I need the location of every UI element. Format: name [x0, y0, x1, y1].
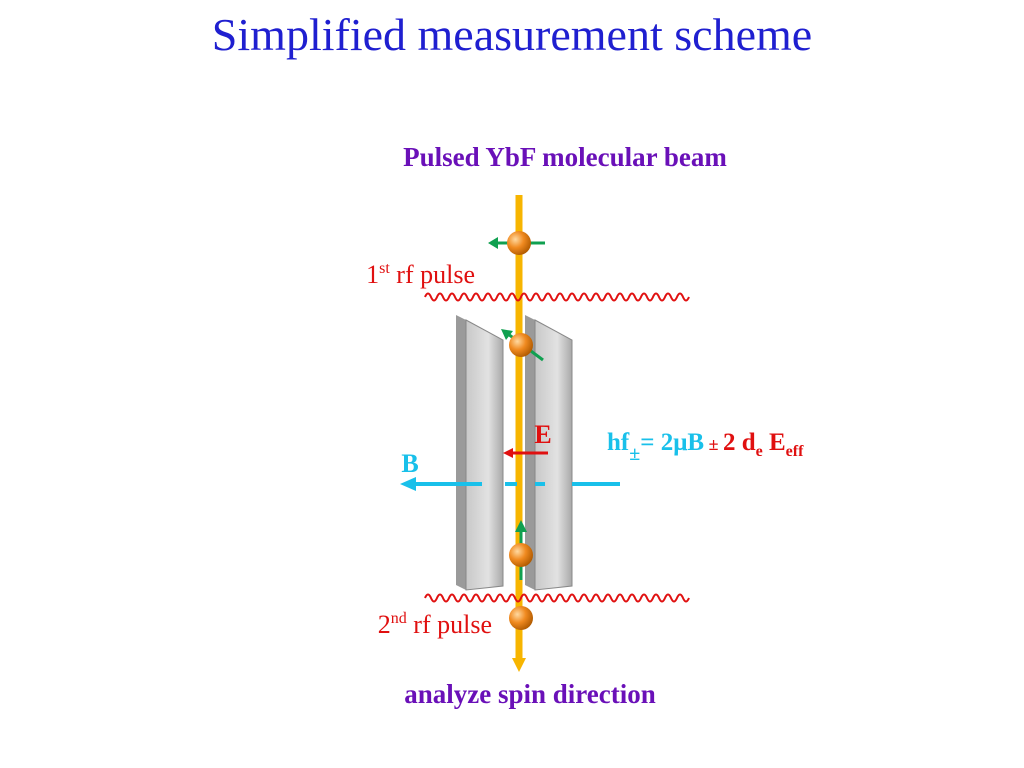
label-part: 2: [378, 610, 391, 639]
formula-part: ±: [704, 434, 723, 454]
formula-part: hf: [607, 429, 630, 456]
first-pulse-label: 1st rf pulse: [366, 260, 475, 289]
subscript: eff: [786, 443, 804, 460]
e-label: E: [534, 420, 551, 449]
superscript: nd: [391, 610, 407, 627]
e-arrowhead: [503, 448, 513, 458]
label-part: 1: [366, 260, 379, 289]
superscript: st: [379, 260, 390, 277]
label-part: rf pulse: [390, 260, 475, 289]
plate-edge: [456, 315, 466, 590]
analyze-label: analyze spin direction: [404, 679, 656, 709]
left-plate: [465, 319, 504, 591]
rf-wave: [424, 292, 690, 302]
molecules: [507, 231, 533, 630]
right-plate: [534, 319, 573, 591]
formula-part: = 2μB: [640, 429, 704, 456]
subscript: ±: [629, 443, 640, 465]
rf-wave: [424, 593, 690, 603]
beam-arrowhead: [512, 658, 526, 672]
second-pulse-label: 2nd rf pulse: [378, 610, 492, 639]
b-label: B: [401, 449, 418, 478]
title: Simplified measurement scheme: [212, 9, 812, 60]
beam-label: Pulsed YbF molecular beam: [403, 142, 727, 172]
formula-part: E: [763, 429, 786, 456]
b-arrowhead: [400, 477, 416, 491]
formula-part: 2 d: [723, 429, 756, 456]
label-part: rf pulse: [407, 610, 492, 639]
subscript: e: [756, 443, 763, 460]
formula: hf±= 2μB ± 2 de Eeff: [607, 429, 804, 465]
